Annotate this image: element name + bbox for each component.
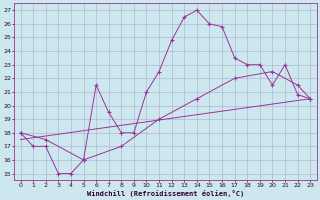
X-axis label: Windchill (Refroidissement éolien,°C): Windchill (Refroidissement éolien,°C): [87, 190, 244, 197]
